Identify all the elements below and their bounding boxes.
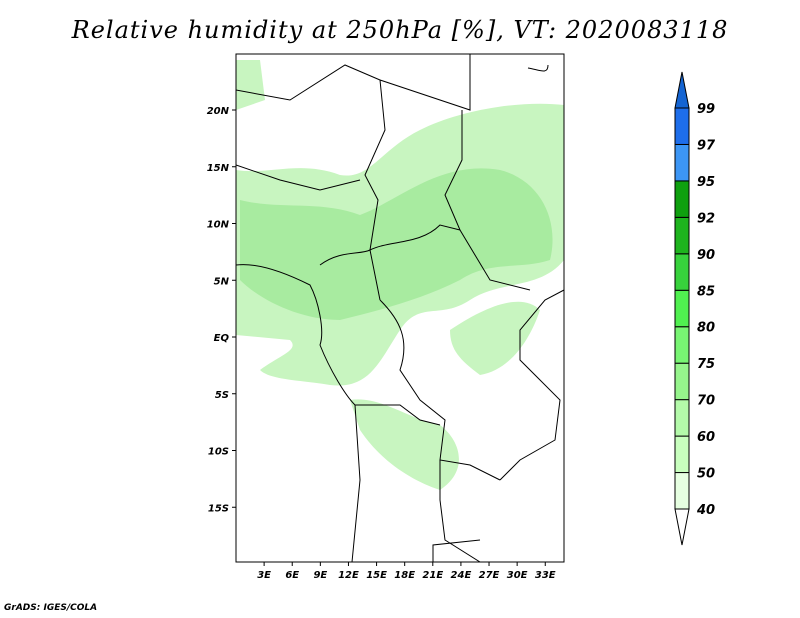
colorbar-label: 40	[696, 503, 715, 518]
colorbar-label: 90	[697, 248, 715, 263]
colorbar-box	[674, 326, 690, 364]
humidity-region-east	[450, 301, 540, 375]
colorbar-label: 85	[697, 284, 715, 299]
colorbar-label: 60	[697, 430, 715, 445]
lon-tick-label: 30E	[507, 570, 528, 581]
lon-tick-label: 27E	[479, 570, 500, 581]
colorbar-label: 95	[697, 175, 715, 190]
colorbar-max-triangle	[674, 71, 690, 109]
colorbar-box	[674, 143, 690, 182]
lat-tick-label: 5N	[214, 276, 230, 287]
colorbar: 40 50 60 70 75 80 85 90 92 95 97 99	[674, 71, 716, 546]
colorbar-label: 70	[697, 394, 715, 409]
lon-tick-label: 24E	[451, 570, 472, 581]
colorbar-box	[674, 399, 690, 437]
lat-tick-label: 20N	[207, 106, 230, 117]
lon-tick-label: 21E	[422, 570, 443, 581]
humidity-region-south	[350, 399, 459, 490]
colorbar-label: 50	[697, 467, 715, 482]
lon-tick-label: 3E	[257, 570, 271, 581]
lon-tick-label: 6E	[285, 570, 299, 581]
grads-credit: GrADS: IGES/COLA	[4, 603, 98, 613]
lon-tick-label: 9E	[313, 570, 327, 581]
colorbar-box	[674, 253, 690, 291]
lat-tick-label: 10N	[207, 220, 230, 231]
humidity-region-moist	[240, 168, 553, 320]
colorbar-box	[674, 362, 690, 401]
colorbar-box	[674, 107, 690, 145]
colorbar-box	[674, 180, 690, 218]
lat-tick-label: 15N	[207, 163, 230, 174]
lat-tick-label: 15S	[208, 503, 229, 514]
lon-tick-label: 15E	[366, 570, 387, 581]
country-borders	[236, 54, 564, 562]
colorbar-box	[674, 216, 690, 255]
lat-tick-label: 5S	[215, 390, 229, 401]
colorbar-label: 92	[697, 211, 715, 226]
colorbar-label: 97	[697, 138, 716, 153]
lon-tick-label: 33E	[535, 570, 556, 581]
chart-title: Relative humidity at 250hPa [%], VT: 202…	[71, 16, 729, 44]
colorbar-label: 99	[697, 102, 715, 117]
colorbar-min-triangle	[674, 508, 690, 546]
colorbar-label: 80	[697, 321, 715, 336]
lon-tick-label: 18E	[394, 570, 415, 581]
colorbar-box	[674, 472, 690, 510]
lat-tick-label: 10S	[208, 447, 229, 458]
humidity-region-top	[236, 60, 265, 110]
humidity-field	[236, 60, 564, 490]
colorbar-box	[674, 435, 690, 474]
lat-tick-label: EQ	[214, 333, 230, 344]
colorbar-box	[674, 289, 690, 328]
colorbar-label: 75	[697, 357, 715, 372]
map-frame	[235, 53, 565, 563]
lon-tick-label: 12E	[338, 570, 359, 581]
